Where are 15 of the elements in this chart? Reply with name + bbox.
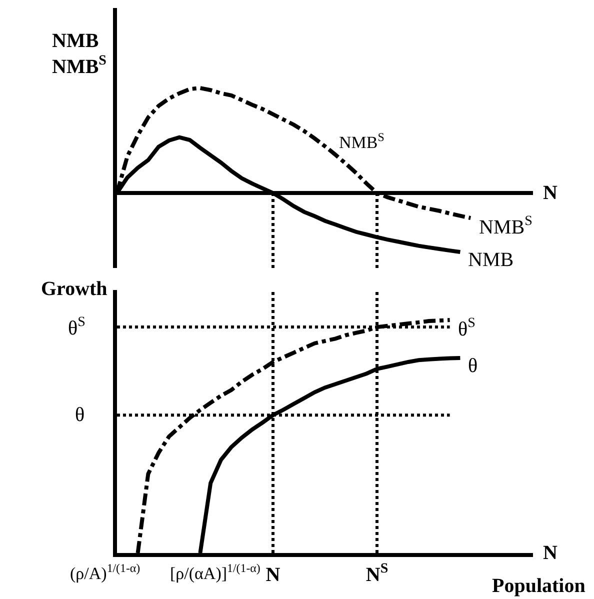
annotation: NMB$^{S}$ (339, 130, 384, 152)
ref-line-label: θ$^{S}$ (68, 315, 86, 340)
series-label: θ$^{S}$ (458, 316, 476, 340)
ref-line-label: θ (75, 404, 85, 426)
series-label: NMB$^{S}$ (479, 214, 532, 238)
text: [ρ/(αA)]$^{1/(1-α)}$ (170, 561, 260, 584)
x-axis-title: N (543, 542, 558, 564)
series-label: NMB (468, 249, 514, 271)
text: (ρ/A)$^{1/(1-α)}$ (70, 561, 140, 584)
series-label: θ (468, 355, 478, 377)
x-axis-title: N (543, 182, 558, 204)
text: Population (492, 575, 586, 597)
x-tick-label: N$^{S}$ (366, 562, 388, 586)
y-axis-title: Growth (41, 278, 108, 300)
y-axis-title: NMB NMB$^{S}$ (52, 30, 107, 78)
